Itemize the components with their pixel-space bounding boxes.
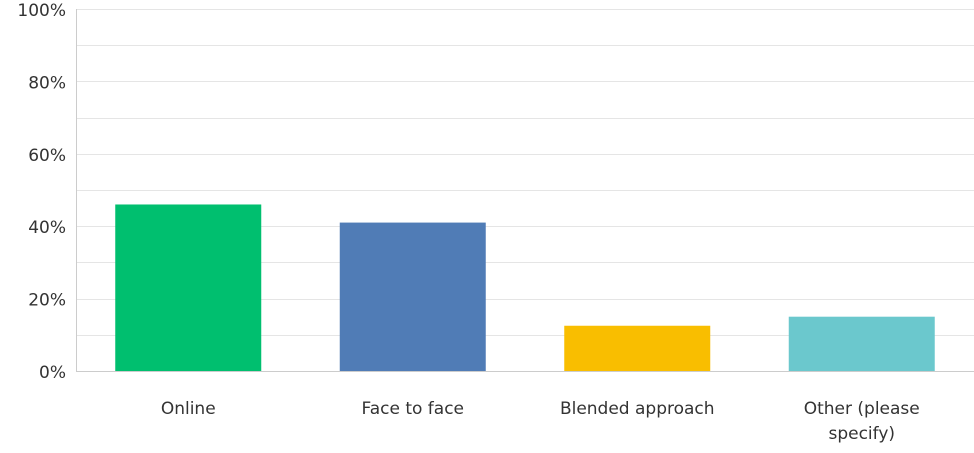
axes xyxy=(76,9,974,372)
y-tick-label: 60% xyxy=(28,146,66,166)
bar-face-to-face xyxy=(339,222,486,371)
y-tick-label: 40% xyxy=(28,218,66,238)
x-tick-label: specify) xyxy=(828,424,895,444)
bars xyxy=(115,204,935,371)
x-tick-labels: Online Face to face Blended approach Other … xyxy=(161,399,920,444)
x-tick-label: Blended approach xyxy=(560,399,715,419)
x-tick-label: Other (please xyxy=(804,399,920,419)
bar-other-please-specify xyxy=(788,316,935,371)
bar-online xyxy=(115,204,262,371)
x-tick-label: Face to face xyxy=(361,399,464,419)
y-tick-label: 100% xyxy=(17,1,66,21)
y-tick-label: 0% xyxy=(39,363,66,383)
y-tick-label: 80% xyxy=(28,73,66,93)
y-tick-label: 20% xyxy=(28,291,66,311)
x-tick-label: Online xyxy=(161,399,216,419)
bar-blended-approach xyxy=(564,325,711,371)
y-tick-labels: 0% 20% 40% 60% 80% 100% xyxy=(17,1,66,383)
